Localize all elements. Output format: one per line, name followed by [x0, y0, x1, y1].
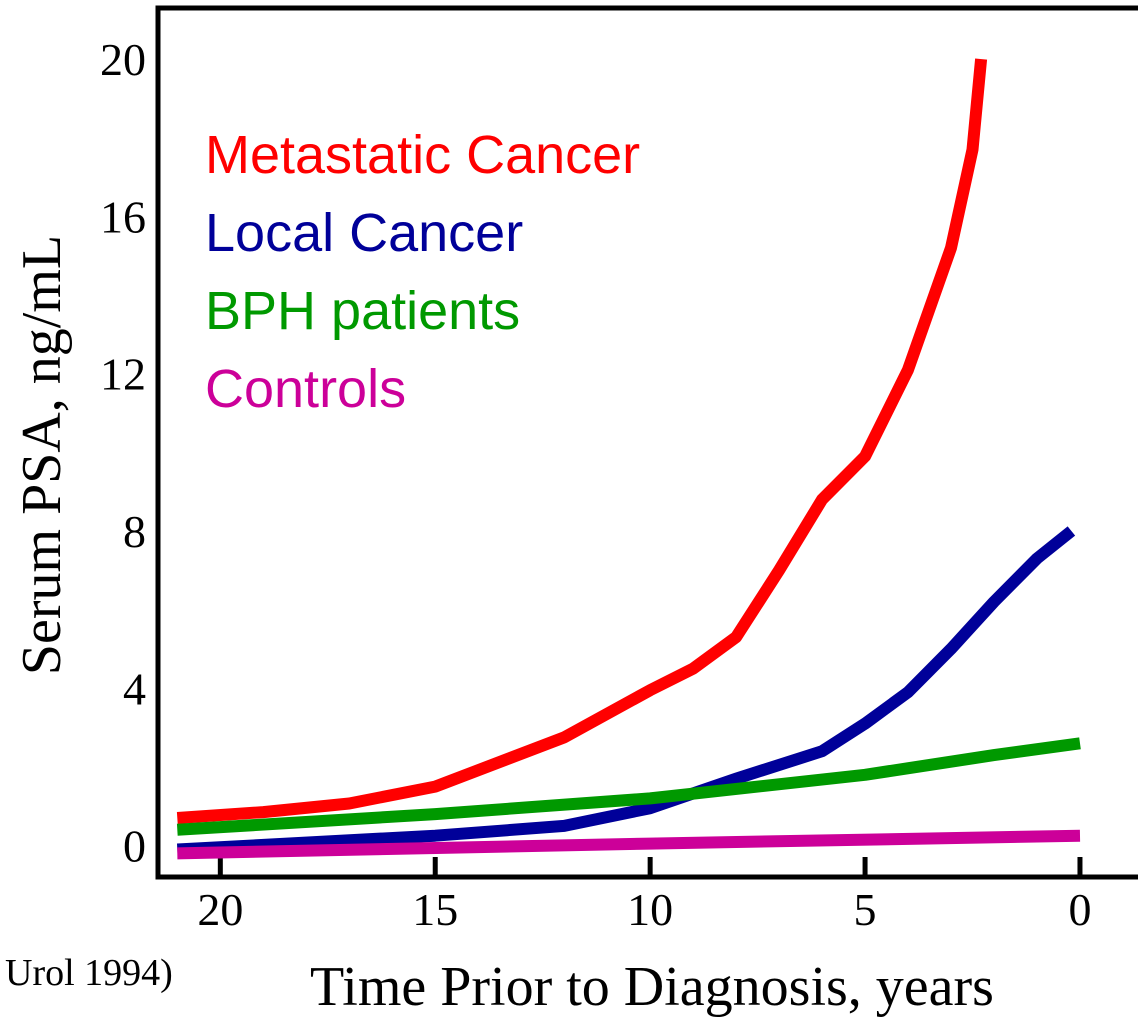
y-tick-label: 12: [100, 349, 146, 400]
y-axis-label: Serum PSA, ng/mL: [11, 235, 73, 675]
legend-label: Local Cancer: [205, 203, 523, 263]
y-tick-label: 16: [100, 191, 146, 242]
annotation: Urol 1994): [5, 952, 173, 994]
legend-label: BPH patients: [205, 281, 520, 341]
y-tick-label: 8: [123, 506, 146, 557]
y-tick-label: 0: [123, 821, 146, 872]
series-line: [177, 829, 1081, 860]
x-tick-label: 10: [627, 884, 673, 935]
x-tick-label: 20: [197, 884, 243, 935]
series-line: [176, 737, 1081, 836]
x-tick-label: 0: [1068, 884, 1091, 935]
x-tick-label: 5: [854, 884, 877, 935]
legend-label: Controls: [205, 359, 406, 419]
x-axis-label: Time Prior to Diagnosis, years: [310, 956, 994, 1018]
y-tick-label: 20: [100, 34, 146, 85]
series-line: [176, 526, 1076, 856]
y-tick-label: 4: [123, 663, 146, 714]
x-tick-label: 15: [412, 884, 458, 935]
series-line: [176, 58, 988, 824]
plot-frame: [155, 5, 1138, 880]
legend-label: Metastatic Cancer: [205, 125, 640, 185]
